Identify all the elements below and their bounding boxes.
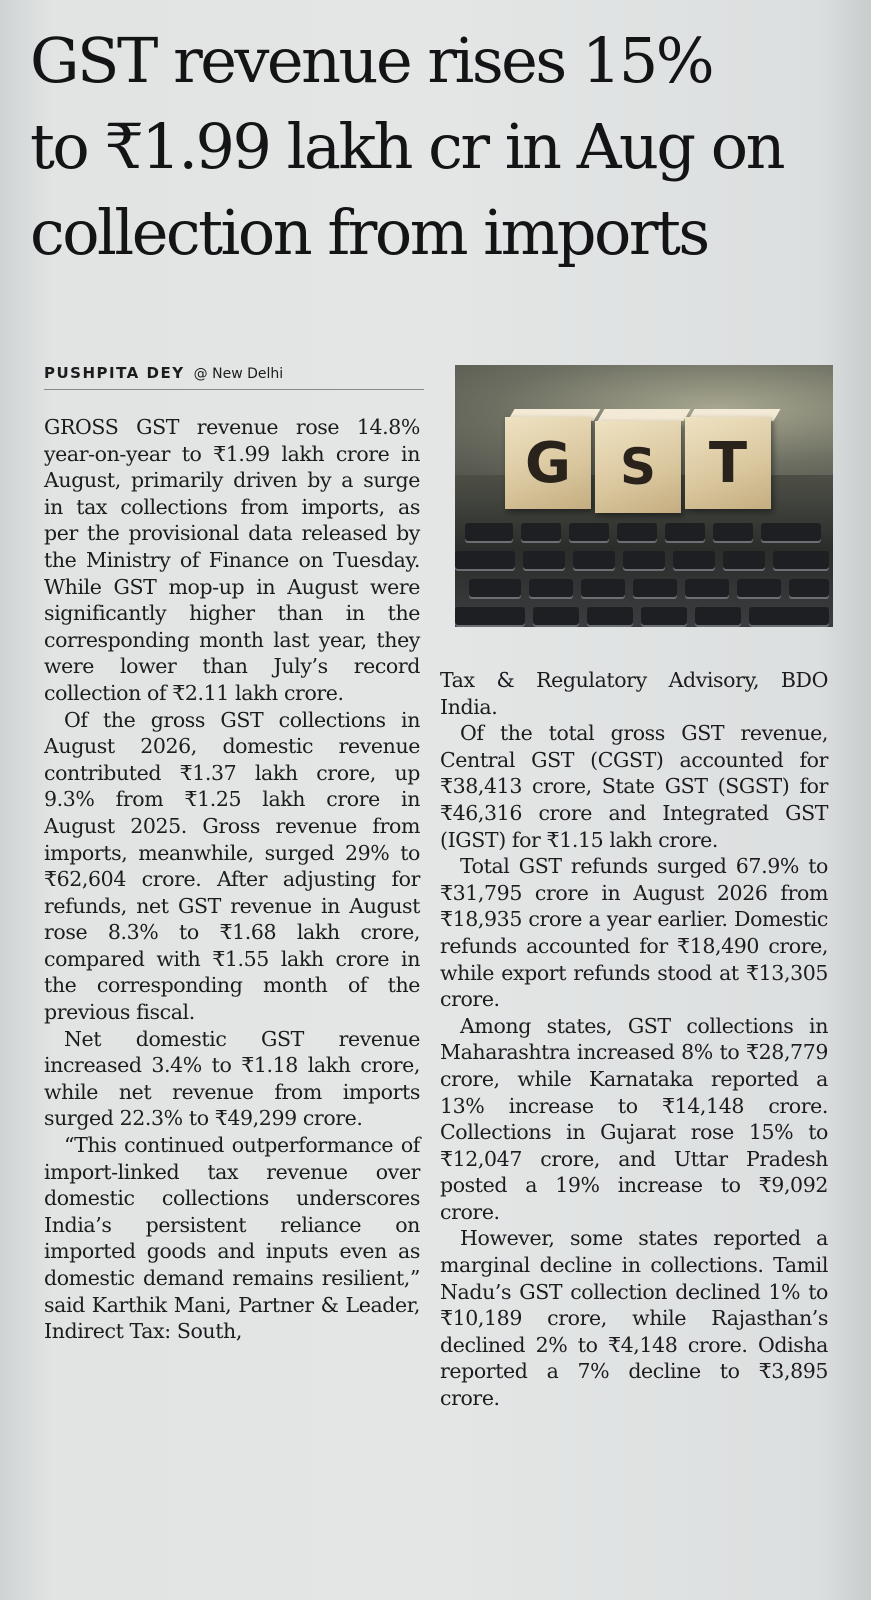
article-paragraph: Of the gross GST collections in August 2… [44, 707, 420, 1025]
cube-letter-s: S [595, 421, 681, 513]
article-paragraph: Tax & Regulatory Advisory, BDO India. [440, 668, 828, 719]
cube-letter-g: G [505, 417, 591, 509]
cube-letter-t: T [685, 417, 771, 509]
author-name: PUSHPITA DEY [44, 364, 185, 382]
article-paragraph: Among states, GST collections in Maharas… [440, 1013, 828, 1224]
article-paragraph: Net domestic GST revenue increased 3.4% … [44, 1026, 420, 1131]
article-column-right: Tax & Regulatory Advisory, BDO India. Of… [440, 667, 828, 1412]
article-paragraph: However, some states reported a marginal… [440, 1226, 828, 1411]
headline-line: to ₹1.99 lakh cr in Aug on [30, 110, 786, 183]
article-column-left: GROSS GST revenue rose 14.8% year-on-yea… [44, 414, 420, 1345]
article-paragraph: Of the total gross GST revenue, Central … [440, 721, 828, 852]
headline-line: GST revenue rises 15% [30, 24, 715, 97]
article-paragraph: “This continued outperformance of import… [44, 1133, 420, 1344]
gst-blocks-photo: G S T [455, 365, 833, 627]
article-paragraph: Total GST refunds surged 67.9% to ₹31,79… [440, 854, 828, 1012]
keyboard-keys [455, 515, 833, 627]
headline: GST revenue rises 15% to ₹1.99 lakh cr i… [30, 18, 850, 276]
dateline-location: @ New Delhi [193, 366, 284, 382]
article-paragraph: GROSS GST revenue rose 14.8% year-on-yea… [44, 415, 420, 705]
headline-line: collection from imports [30, 196, 710, 269]
byline: PUSHPITA DEY @ New Delhi [44, 363, 424, 390]
